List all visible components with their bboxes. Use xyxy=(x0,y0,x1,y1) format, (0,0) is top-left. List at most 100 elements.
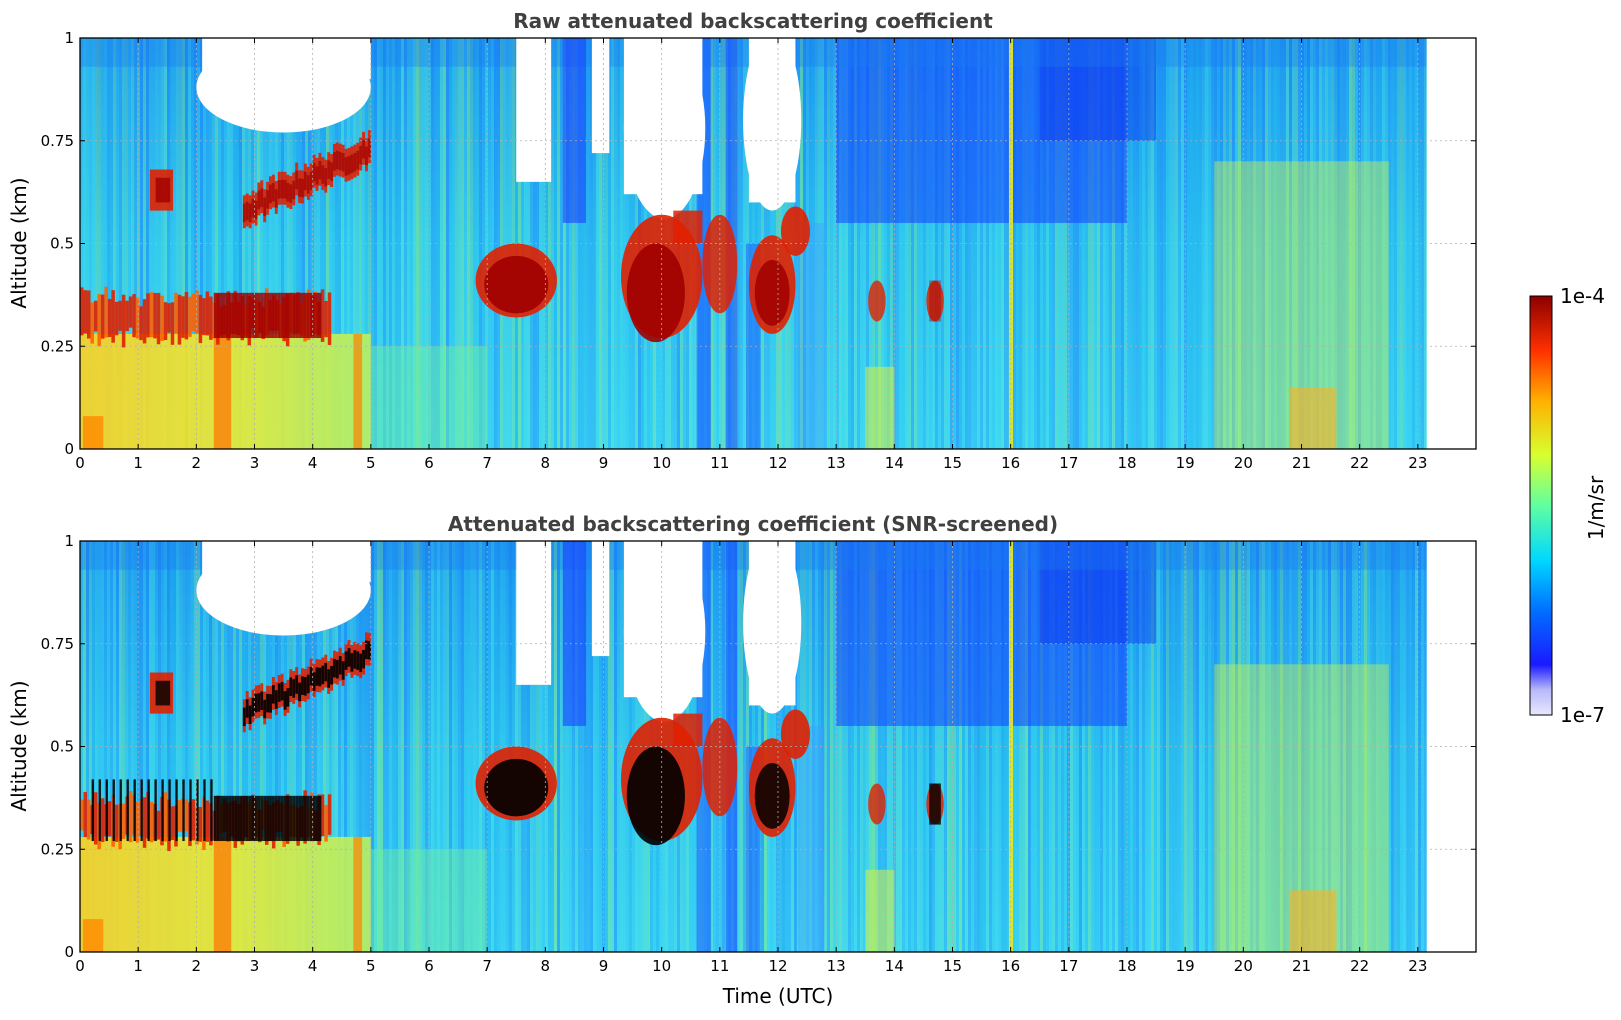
heatmap-cell xyxy=(422,541,425,952)
heatmap-cell xyxy=(1226,38,1229,449)
heatmap-cell xyxy=(1391,541,1394,952)
heatmap-cell xyxy=(911,541,914,952)
heatmap-cell xyxy=(176,38,179,449)
heatmap-cell xyxy=(1223,38,1226,449)
heatmap-cell xyxy=(209,296,213,340)
heatmap-cell xyxy=(128,791,133,843)
heatmap-cell xyxy=(908,541,911,952)
heatmap-cell xyxy=(330,162,334,181)
x-tick-label: 20 xyxy=(1234,957,1253,975)
heatmap-cell xyxy=(353,650,357,669)
heatmap-cell xyxy=(998,38,1001,449)
heatmap-cell xyxy=(608,541,611,952)
heatmap-cell xyxy=(902,38,905,449)
x-tick-label: 17 xyxy=(1059,957,1078,975)
heatmap-cell xyxy=(188,296,192,337)
heatmap-cell xyxy=(274,690,278,709)
heatmap-cell xyxy=(293,38,296,449)
heatmap-cell xyxy=(1028,541,1031,952)
heatmap-cell xyxy=(301,795,304,842)
heatmap-cell xyxy=(221,38,224,449)
heatmap-cell xyxy=(1001,541,1004,952)
heatmap-cell xyxy=(872,541,875,952)
heatmap-cell xyxy=(443,541,446,952)
heatmap-cell xyxy=(263,795,267,842)
heatmap-cell xyxy=(298,682,302,702)
heatmap-cell xyxy=(100,294,105,339)
heatmap-cell xyxy=(998,541,1001,952)
x-tick-label: 12 xyxy=(768,454,787,472)
heatmap-cell xyxy=(623,38,703,195)
heatmap-cell xyxy=(97,294,101,347)
heatmap-cell xyxy=(1118,38,1121,449)
heatmap-cell xyxy=(896,38,899,449)
heatmap-cell xyxy=(286,292,290,339)
heatmap-cell xyxy=(1271,541,1274,952)
heatmap-cell xyxy=(798,222,825,449)
heatmap-cell xyxy=(327,160,331,179)
heatmap-cell xyxy=(407,38,410,449)
heatmap-cell xyxy=(1091,38,1094,449)
heatmap-cell xyxy=(956,541,959,952)
x-tick-label: 23 xyxy=(1408,957,1427,975)
heatmap-cell xyxy=(386,541,389,952)
heatmap-cell xyxy=(626,243,685,343)
heatmap-cell xyxy=(1028,38,1031,449)
heatmap-cell xyxy=(128,541,131,952)
heatmap-cell xyxy=(306,795,310,842)
heatmap-cell xyxy=(257,38,260,449)
heatmap-cell xyxy=(239,292,243,339)
heatmap-cell xyxy=(359,653,363,673)
y-axis-label: Altitude (km) xyxy=(7,177,31,308)
heatmap-cell xyxy=(857,38,860,449)
heatmap-cell xyxy=(416,38,419,449)
heatmap-cell xyxy=(1247,541,1250,952)
heatmap-cell xyxy=(1016,38,1019,449)
heatmap-cell xyxy=(977,541,980,952)
heatmap-cell xyxy=(298,178,302,197)
heatmap-cell xyxy=(111,290,115,343)
heatmap-cell xyxy=(902,541,905,952)
heatmap-cell xyxy=(83,290,87,334)
heatmap-cell xyxy=(197,541,200,952)
heatmap-cell xyxy=(161,779,164,842)
heatmap-cell xyxy=(1268,38,1271,449)
heatmap-cell xyxy=(929,783,941,825)
heatmap-cell xyxy=(1361,38,1364,449)
heatmap-cell xyxy=(1106,38,1109,449)
heatmap-cell xyxy=(248,292,252,339)
heatmap-cell xyxy=(293,541,296,952)
heatmap-cell xyxy=(1307,38,1310,449)
heatmap-cell xyxy=(289,795,293,842)
heatmap-cell xyxy=(280,292,284,339)
heatmap-cell xyxy=(836,541,1127,726)
heatmap-cell xyxy=(245,699,249,718)
heatmap-cell xyxy=(362,541,365,952)
heatmap-cell xyxy=(122,38,125,449)
heatmap-cell xyxy=(1307,541,1310,952)
heatmap-cell xyxy=(309,666,313,686)
heatmap-cell xyxy=(86,290,91,339)
heatmap-cell xyxy=(338,656,342,675)
x-tick-label: 1 xyxy=(133,454,143,472)
heatmap-cell xyxy=(254,292,258,339)
heatmap-cell xyxy=(1337,541,1340,952)
heatmap-cell xyxy=(330,666,334,685)
heatmap-cell xyxy=(91,779,94,842)
heatmap-cell xyxy=(324,300,328,338)
heatmap-cell xyxy=(332,541,335,952)
heatmap-cell xyxy=(798,725,825,952)
heatmap-cell xyxy=(1181,38,1184,449)
heatmap-cell xyxy=(248,795,252,842)
heatmap-cell xyxy=(868,280,886,322)
heatmap-cell xyxy=(431,541,434,952)
heatmap-cell xyxy=(146,541,149,952)
heatmap-cell xyxy=(195,290,199,334)
heatmap-cell xyxy=(516,541,552,685)
x-tick-label: 10 xyxy=(652,454,671,472)
x-tick-label: 18 xyxy=(1117,454,1136,472)
heatmap-cell xyxy=(551,541,554,952)
heatmap-cell xyxy=(286,182,290,202)
y-tick-label: 0.5 xyxy=(50,738,74,756)
x-tick-label: 19 xyxy=(1176,957,1195,975)
